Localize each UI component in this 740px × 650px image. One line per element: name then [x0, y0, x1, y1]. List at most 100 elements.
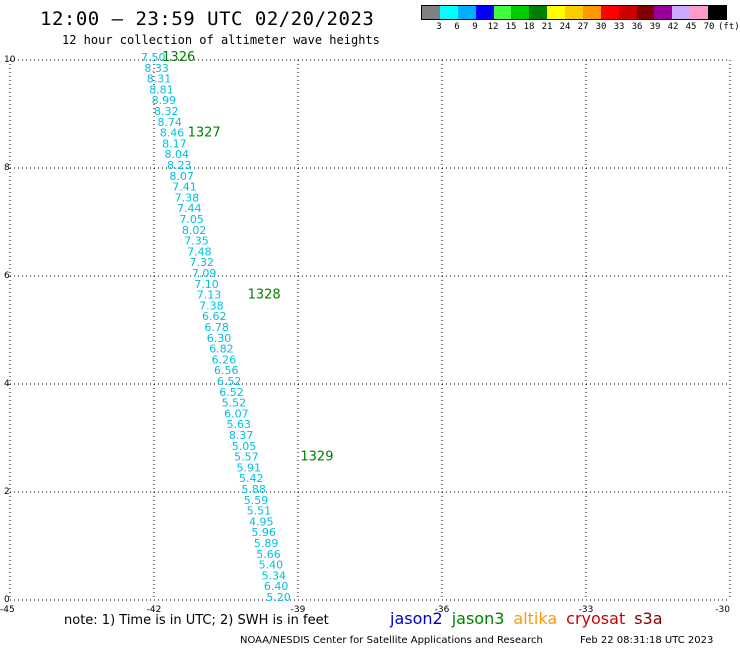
- wave-height-value: 5.20: [266, 591, 291, 604]
- wave-height-value: 5.89: [254, 537, 279, 550]
- y-tick-label: 0: [4, 595, 10, 605]
- wave-height-value: 6.82: [209, 343, 234, 356]
- legend-swatch: [511, 6, 530, 19]
- legend-label: 42: [667, 22, 679, 32]
- wave-height-value: 7.13: [197, 289, 222, 302]
- wave-height-value: 8.99: [152, 94, 177, 107]
- wave-height-value: 6.26: [212, 353, 237, 366]
- x-tick-label: -36: [435, 605, 450, 615]
- footer-timestamp: Feb 22 08:31:18 UTC 2023: [580, 635, 714, 646]
- wave-height-value: 6.52: [219, 386, 244, 399]
- wave-height-value: 5.96: [251, 526, 276, 539]
- wave-height-value: 5.59: [244, 494, 269, 507]
- wave-height-value: 8.33: [144, 62, 169, 75]
- legend-label: 30: [595, 22, 607, 32]
- wave-height-value: 8.32: [154, 105, 179, 118]
- wave-height-value: 8.37: [229, 429, 254, 442]
- wave-height-value: 5.88: [241, 483, 265, 496]
- x-tick-label: -39: [291, 605, 306, 615]
- wave-height-value: 7.05: [179, 213, 204, 226]
- legend-label: 45: [685, 22, 697, 32]
- legend-label: 36: [631, 22, 643, 32]
- wave-height-value: 8.17: [162, 137, 187, 150]
- wave-height-value: 8.31: [147, 73, 172, 86]
- wave-height-value: 6.52: [217, 375, 242, 388]
- legend-label: 21: [541, 22, 553, 32]
- wave-height-value: 6.30: [207, 332, 232, 345]
- y-tick-label: 4: [4, 379, 10, 389]
- x-tick-label: -42: [147, 605, 162, 615]
- legend-label: 24: [559, 22, 571, 32]
- color-legend-labels: 3 6 9 12 15 18 21 24 27 30 33 36 39 42 45 70 (ft): [421, 22, 740, 34]
- legend-label: 39: [649, 22, 661, 32]
- wave-height-value: 6.78: [204, 321, 229, 334]
- satellite-s3a: s3a: [634, 609, 663, 628]
- x-tick-label: -33: [579, 605, 594, 615]
- orbit-pass-label: 1329: [300, 450, 333, 465]
- legend-swatch: [475, 6, 494, 19]
- legend-swatch: [600, 6, 619, 19]
- wave-height-value: 6.62: [202, 310, 227, 323]
- footer-credit-line: NOAA/NESDIS Center for Satellite Applica…: [240, 635, 713, 646]
- wave-height-value: 8.07: [169, 170, 194, 183]
- legend-swatch: [636, 6, 655, 19]
- x-tick-label: -30: [715, 605, 730, 615]
- y-tick-label: 10: [4, 55, 16, 65]
- orbit-pass-label: 1328: [248, 288, 281, 303]
- page-subtitle: 12 hour collection of altimeter wave hei…: [62, 33, 380, 47]
- y-tick-label: 2: [4, 487, 10, 497]
- legend-label: 70: [703, 22, 715, 32]
- wave-height-value: 5.40: [259, 559, 284, 572]
- legend-label: 15: [505, 22, 517, 32]
- orbit-pass-label: 1326: [162, 50, 195, 65]
- wave-height-value: 5.91: [237, 461, 262, 474]
- wave-height-value: 5.63: [226, 418, 251, 431]
- footer-credit: NOAA/NESDIS Center for Satellite Applica…: [240, 635, 543, 646]
- legend-swatch: [618, 6, 637, 19]
- wave-height-value: 7.50: [141, 51, 166, 64]
- wave-height-value: 7.09: [192, 267, 217, 280]
- wave-height-value: 6.40: [264, 580, 289, 593]
- wave-height-value: 5.42: [239, 472, 264, 485]
- wave-height-value: 8.02: [182, 224, 207, 237]
- legend-label: 12: [487, 22, 499, 32]
- legend-swatch: [493, 6, 512, 19]
- legend-swatch: [529, 6, 548, 19]
- wave-height-value: 5.52: [222, 397, 247, 410]
- wave-height-value: 6.07: [224, 407, 249, 420]
- x-tick-label: -45: [0, 605, 15, 615]
- satellite-legend: jason2 jason3 altika cryosat s3a: [390, 609, 672, 628]
- orbit-pass-label: 1327: [188, 126, 221, 141]
- wave-height-value: 7.38: [199, 299, 224, 312]
- legend-swatch: [582, 6, 601, 19]
- wave-height-value: 8.46: [160, 127, 185, 140]
- legend-label: 33: [613, 22, 625, 32]
- wave-height-value: 5.66: [256, 548, 281, 561]
- wave-height-value: 8.74: [157, 116, 182, 129]
- wave-height-value: 5.51: [247, 505, 272, 518]
- wave-height-value: 7.44: [177, 202, 202, 215]
- legend-label: (ft): [718, 22, 740, 32]
- wave-height-value: 8.23: [167, 159, 192, 172]
- wave-height-value: 7.38: [175, 191, 200, 204]
- wave-height-value: 7.35: [184, 235, 209, 248]
- legend-label: 27: [577, 22, 589, 32]
- legend-swatch: [708, 6, 726, 19]
- wave-height-value: 7.41: [172, 181, 197, 194]
- legend-swatch: [672, 6, 691, 19]
- satellite-cryosat: cryosat: [566, 609, 626, 628]
- legend-label: 9: [472, 22, 478, 32]
- wave-height-value: 8.04: [165, 148, 190, 161]
- legend-swatch: [654, 6, 673, 19]
- satellite-jason2: jason2: [390, 609, 443, 628]
- wave-height-value: 5.05: [232, 440, 257, 453]
- wave-height-value: 7.32: [190, 256, 215, 269]
- legend-swatch: [457, 6, 476, 19]
- wave-height-value: 5.34: [262, 569, 287, 582]
- wave-height-value: 6.56: [214, 364, 239, 377]
- color-legend: [421, 5, 727, 20]
- wave-height-value: 4.95: [249, 515, 273, 528]
- legend-label: 18: [523, 22, 535, 32]
- wave-height-value: 5.57: [234, 451, 259, 464]
